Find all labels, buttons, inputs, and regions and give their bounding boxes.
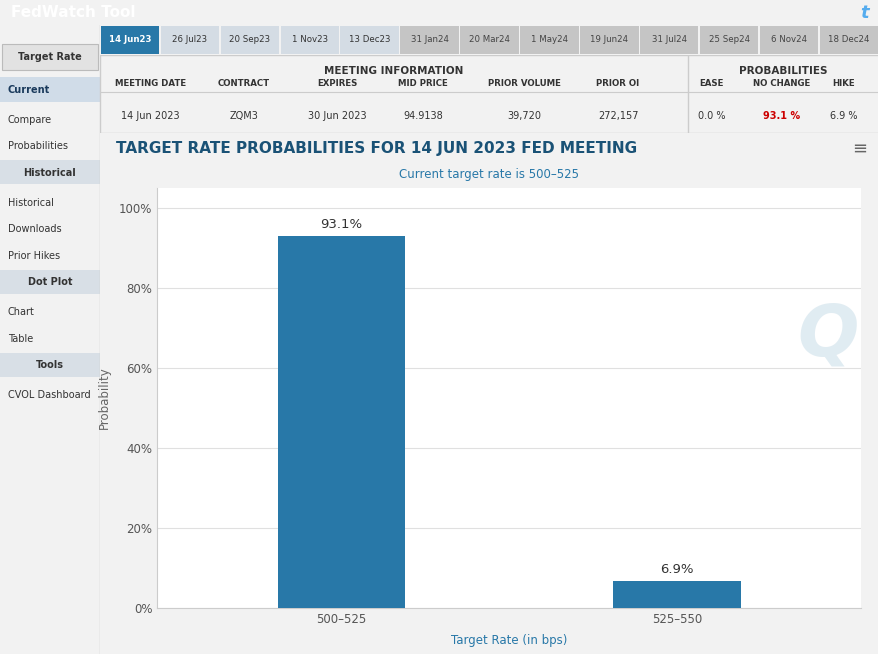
Text: 6.9%: 6.9% [659,563,693,576]
Text: 39,720: 39,720 [507,111,541,121]
Bar [161,26,219,54]
Text: ≡: ≡ [851,139,867,158]
Y-axis label: Probability: Probability [97,367,111,430]
Text: MEETING DATE: MEETING DATE [115,79,186,88]
Text: 30 Jun 2023: 30 Jun 2023 [308,111,366,121]
Text: 1 Nov23: 1 Nov23 [291,35,327,44]
Text: PRIOR OI: PRIOR OI [596,79,639,88]
Text: 19 Jun24: 19 Jun24 [590,35,628,44]
X-axis label: Target Rate (in bps): Target Rate (in bps) [450,634,567,647]
Text: 18 Dec24: 18 Dec24 [827,35,869,44]
Text: t: t [859,3,867,22]
Text: 14 Jun 2023: 14 Jun 2023 [121,111,180,121]
Text: HIKE: HIKE [831,79,854,88]
Text: ZQM3: ZQM3 [229,111,258,121]
Text: NO CHANGE: NO CHANGE [752,79,810,88]
Bar [699,26,758,54]
Bar [2,44,97,70]
Text: 94.9138: 94.9138 [403,111,443,121]
Text: Compare: Compare [8,115,52,125]
Bar [0,269,100,294]
Bar [819,26,877,54]
Text: 272,157: 272,157 [597,111,637,121]
Text: 31 Jan24: 31 Jan24 [410,35,448,44]
Text: 93.1%: 93.1% [320,218,363,231]
Bar [101,26,159,54]
Text: PROBABILITIES: PROBABILITIES [738,65,827,76]
Text: 1 May24: 1 May24 [530,35,567,44]
Text: MEETING INFORMATION: MEETING INFORMATION [324,65,464,76]
Text: 26 Jul23: 26 Jul23 [172,35,207,44]
Text: MID PRICE: MID PRICE [398,79,448,88]
Text: 20 Sep23: 20 Sep23 [229,35,270,44]
Text: Current: Current [8,85,50,95]
Text: 14 Jun23: 14 Jun23 [109,35,151,44]
Bar [613,581,740,608]
Bar [0,77,100,103]
Text: Historical: Historical [8,198,54,208]
Text: 93.1 %: 93.1 % [762,111,799,121]
Bar [277,235,405,608]
Text: Dot Plot: Dot Plot [28,277,72,287]
Bar [639,26,698,54]
Bar [280,26,339,54]
Bar [0,160,100,184]
Text: Prior Hikes: Prior Hikes [8,251,60,261]
Text: CVOL Dashboard: CVOL Dashboard [8,390,90,400]
Text: Tools: Tools [36,360,64,370]
Text: EXPIRES: EXPIRES [317,79,357,88]
Text: TARGET RATE PROBABILITIES FOR 14 JUN 2023 FED MEETING: TARGET RATE PROBABILITIES FOR 14 JUN 202… [115,141,636,156]
Bar [759,26,817,54]
Text: FedWatch Tool: FedWatch Tool [11,5,135,20]
Bar [579,26,637,54]
Bar [520,26,578,54]
Text: 13 Dec23: 13 Dec23 [349,35,390,44]
Bar [0,353,100,377]
Text: 6 Nov24: 6 Nov24 [770,35,806,44]
Text: Chart: Chart [8,307,35,317]
Text: 20 Mar24: 20 Mar24 [469,35,509,44]
Bar [400,26,458,54]
Text: 0.0 %: 0.0 % [697,111,724,121]
Text: Table: Table [8,334,33,344]
Text: Downloads: Downloads [8,224,61,234]
Text: Historical: Historical [24,168,76,178]
Text: Probabilities: Probabilities [8,141,68,151]
Bar [220,26,278,54]
Text: Q: Q [796,301,858,371]
Bar [340,26,399,54]
Text: 6.9 %: 6.9 % [829,111,857,121]
Text: 31 Jul24: 31 Jul24 [651,35,686,44]
Bar [460,26,518,54]
Text: PRIOR VOLUME: PRIOR VOLUME [487,79,560,88]
Text: EASE: EASE [699,79,723,88]
Text: Target Rate: Target Rate [18,52,82,62]
Text: CONTRACT: CONTRACT [218,79,270,88]
Text: 25 Sep24: 25 Sep24 [708,35,749,44]
Text: Current target rate is 500–525: Current target rate is 500–525 [399,167,579,181]
